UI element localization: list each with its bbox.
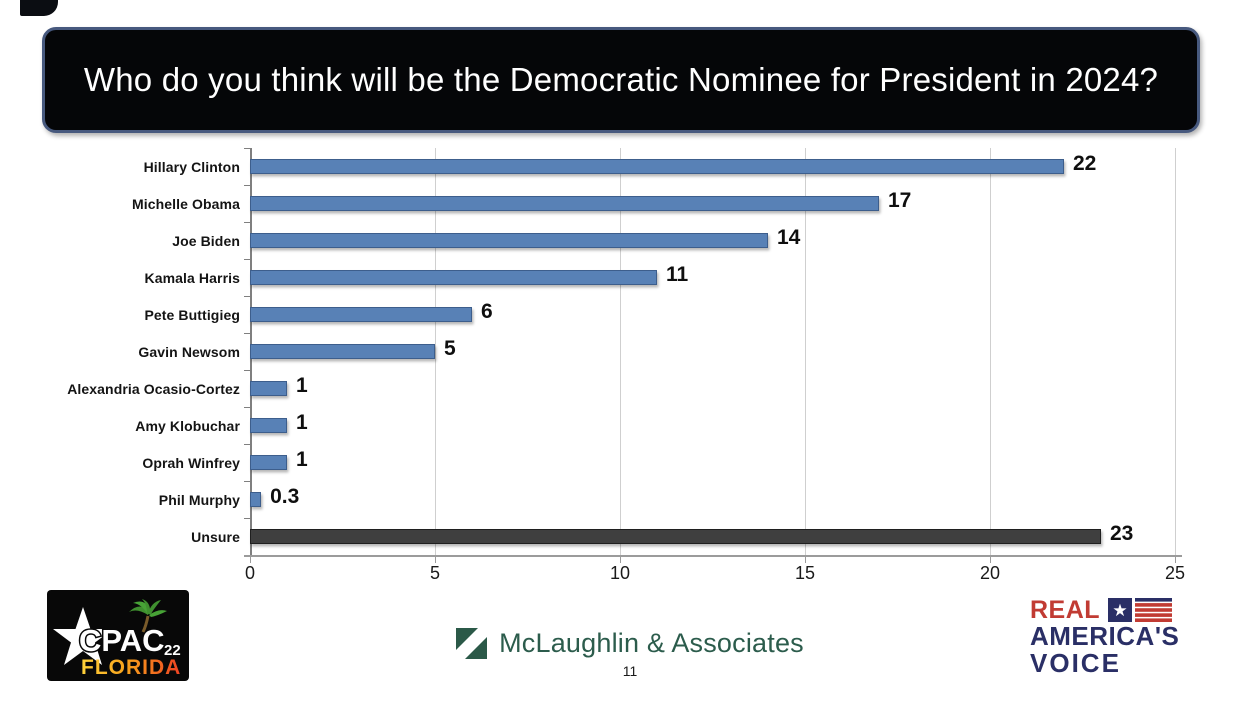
category-label: Oprah Winfrey [142,454,240,471]
bar-row: 1 [250,444,1175,481]
bar-value-label: 14 [777,226,801,249]
bar-row: 5 [250,333,1175,370]
gridline [1174,148,1176,555]
palm-tree-icon [129,599,167,633]
y-axis-tick-mark [244,407,250,408]
bar-value-label: 17 [888,189,912,212]
cpac-logo-graphic: CPAC 22 FLORIDA [47,590,189,681]
mclaughlin-associates-block: McLaughlin & Associates 11 [455,628,805,679]
bar-row: 1 [250,407,1175,444]
bar-value-label: 0.3 [270,485,300,508]
real-americas-voice-logo: REAL ★ AMERICA'S VOICE [1030,595,1210,678]
x-axis-tick-label: 10 [609,563,631,583]
gridline [989,148,991,555]
category-label: Michelle Obama [132,195,240,212]
bar-row: 1 [250,370,1175,407]
y-axis-tick-mark [244,518,250,519]
y-axis-tick-mark [244,481,250,482]
title-box: Who do you think will be the Democratic … [42,27,1200,133]
x-axis-line [244,555,1182,557]
gridline [619,148,621,555]
y-axis-tick-mark [244,370,250,371]
y-axis-tick-mark [244,148,250,149]
y-axis-tick-mark [244,185,250,186]
x-axis-tick-mark [435,557,436,563]
bar-alexandria-ocasio-cortez [250,381,287,396]
category-label: Hillary Clinton [143,158,240,175]
category-label: Unsure [191,528,240,545]
bar-value-label: 1 [296,448,308,471]
bar-pete-buttigieg [250,307,472,322]
x-axis-tick-mark [250,557,251,563]
category-axis-labels: Hillary Clinton Michelle Obama Joe Biden Ka… [0,148,240,555]
category-label: Amy Klobuchar [135,417,240,434]
cpac-badge-22: 22 [164,642,181,659]
gridline [434,148,436,555]
bar-row: 17 [250,185,1175,222]
bar-value-label: 1 [296,411,308,434]
chart-title: Who do you think will be the Democratic … [83,60,1159,98]
cpac-wordmark: CPAC [79,623,165,658]
x-axis-tick-mark [620,557,621,563]
y-axis-tick-mark [244,444,250,445]
y-axis-tick-mark [244,296,250,297]
rav-voice-text: VOICE [1030,648,1121,678]
bar-value-label: 6 [481,300,493,323]
page-number: 11 [622,663,638,679]
bar-gavin-newsom [250,344,435,359]
x-axis-tick-label: 15 [794,563,816,583]
y-axis-tick-mark [244,333,250,334]
bar-value-label: 1 [296,374,308,397]
x-axis-tick-label: 5 [429,563,440,583]
bar-value-label: 5 [444,337,456,360]
chart-plot-area: 22 17 14 11 6 5 1 1 1 0.3 23 [244,148,1176,556]
x-axis-tick-mark [805,557,806,563]
category-label: Joe Biden [172,232,240,249]
bar-value-label: 11 [666,263,689,286]
bar-kamala-harris [250,270,657,285]
rav-real-text: REAL [1030,595,1101,624]
y-axis-tick-mark [244,259,250,260]
bar-row: 6 [250,296,1175,333]
bar-amy-klobuchar [250,418,287,433]
bar-joe-biden [250,233,768,248]
bar-phil-murphy [250,492,262,507]
star-icon [53,607,113,665]
x-axis-tick-label: 0 [244,563,255,583]
x-axis-tick-mark [1175,557,1176,563]
bar-row: 22 [250,148,1175,185]
category-label: Phil Murphy [158,491,240,508]
bar-row: 0.3 [250,481,1175,518]
bar-michelle-obama [250,196,879,211]
x-axis-tick-mark [990,557,991,563]
bar-row: 23 [250,518,1175,555]
mclaughlin-name: McLaughlin & Associates [499,628,804,658]
category-label: Pete Buttigieg [144,306,240,323]
bar-row: 11 [250,259,1175,296]
decorative-corner-shape [20,0,58,16]
category-label: Gavin Newsom [138,343,240,360]
category-label: Alexandria Ocasio-Cortez [67,380,240,397]
x-axis-tick-label: 20 [979,563,1001,583]
bar-oprah-winfrey [250,455,287,470]
bar-hillary-clinton [250,159,1064,174]
florida-wordmark: FLORIDA [81,656,181,679]
gridline [804,148,806,555]
bar-value-label: 22 [1073,152,1097,175]
bar-unsure [250,529,1101,544]
mclaughlin-logo-icon [456,628,488,659]
bar-row: 14 [250,222,1175,259]
y-axis-tick-mark [244,222,250,223]
svg-text:★: ★ [1112,601,1127,621]
category-label: Kamala Harris [144,269,240,286]
cpac-florida-logo: CPAC 22 FLORIDA [47,590,189,681]
rav-flag-icon: ★ [1108,598,1173,622]
bar-value-label: 23 [1110,522,1134,545]
rav-americas-text: AMERICA'S [1030,621,1180,651]
x-axis-tick-label: 25 [1164,563,1186,583]
